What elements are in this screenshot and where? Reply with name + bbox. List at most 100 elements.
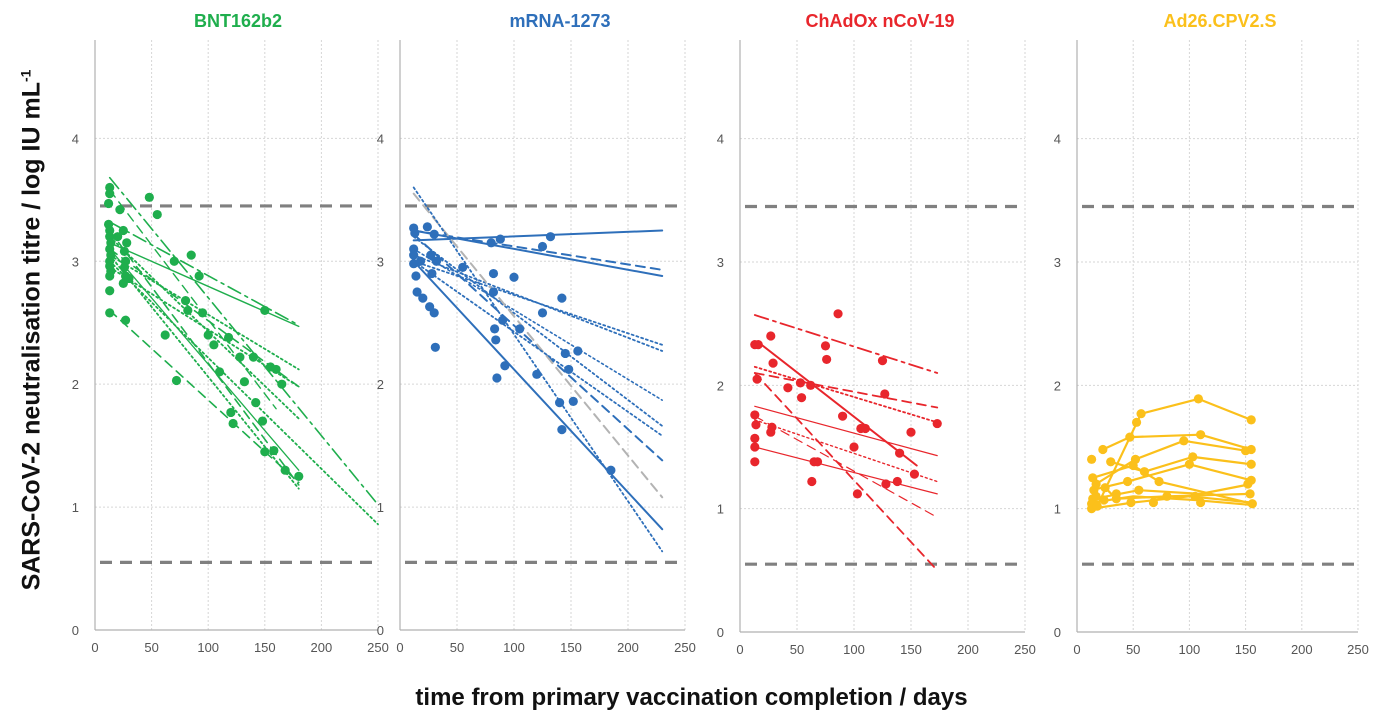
data-point xyxy=(492,373,502,383)
y-tick-label: 2 xyxy=(377,377,384,392)
data-point xyxy=(1247,499,1257,509)
data-point xyxy=(409,250,419,260)
y-tick-label: 3 xyxy=(717,255,724,270)
data-point xyxy=(458,262,468,272)
data-point xyxy=(115,205,125,215)
data-point xyxy=(144,192,154,202)
data-point xyxy=(118,225,128,236)
data-point xyxy=(427,268,437,279)
x-tick-label: 0 xyxy=(736,642,743,657)
series-line xyxy=(108,221,300,326)
data-point xyxy=(105,286,115,296)
y-tick-label: 1 xyxy=(717,502,724,517)
x-tick-label: 50 xyxy=(1126,642,1140,657)
data-point xyxy=(120,315,131,325)
y-tick-label: 1 xyxy=(377,500,384,515)
series-line xyxy=(412,260,664,531)
series-line xyxy=(108,260,379,526)
data-point xyxy=(169,256,179,266)
series-line xyxy=(109,189,277,410)
y-tick-label: 3 xyxy=(377,254,384,269)
data-point xyxy=(606,465,616,475)
x-tick-label: 200 xyxy=(957,642,979,657)
x-tick-label: 150 xyxy=(254,640,276,655)
x-tick-label: 50 xyxy=(144,640,158,655)
data-point xyxy=(532,369,542,379)
data-point xyxy=(860,423,871,434)
x-tick-label: 200 xyxy=(1291,642,1313,657)
data-point xyxy=(500,361,510,371)
data-point xyxy=(852,489,863,499)
data-point xyxy=(822,354,832,365)
data-point xyxy=(892,476,902,487)
panel-title: mRNA-1273 xyxy=(509,11,610,31)
data-point xyxy=(537,241,548,252)
series-line xyxy=(757,341,918,467)
data-point xyxy=(807,476,817,487)
x-tick-label: 0 xyxy=(91,640,98,655)
data-point xyxy=(752,374,762,384)
data-point xyxy=(152,209,162,220)
series-line xyxy=(412,248,664,401)
series-line xyxy=(108,176,379,506)
data-point xyxy=(1139,467,1150,477)
data-point xyxy=(1148,497,1159,508)
data-point xyxy=(820,341,831,351)
series-line xyxy=(412,254,664,352)
data-point xyxy=(1092,501,1102,511)
data-point xyxy=(1190,491,1200,501)
data-point xyxy=(429,229,439,239)
data-point xyxy=(1091,491,1101,501)
data-point xyxy=(422,222,432,232)
x-tick-label: 100 xyxy=(503,640,525,655)
data-point xyxy=(751,420,761,430)
panel-title: BNT162b2 xyxy=(194,11,282,31)
series-line xyxy=(754,405,938,457)
data-point xyxy=(555,398,565,408)
data-point xyxy=(1184,459,1194,469)
data-point xyxy=(426,250,436,260)
series-line xyxy=(1104,486,1251,500)
x-axis-label: time from primary vaccination completion… xyxy=(415,684,968,711)
data-point xyxy=(194,271,204,281)
data-point xyxy=(849,442,859,452)
data-point xyxy=(932,418,942,429)
y-axis-label-main: SARS-CoV-2 neutralisation titre / log IU… xyxy=(17,82,46,591)
data-point xyxy=(498,315,508,325)
data-point xyxy=(103,198,114,209)
data-point xyxy=(431,256,442,266)
x-tick-label: 50 xyxy=(450,640,464,655)
x-tick-label: 0 xyxy=(1073,642,1080,657)
data-point xyxy=(1098,444,1108,455)
series-line xyxy=(754,446,938,495)
data-point xyxy=(214,367,225,377)
data-point xyxy=(271,364,281,375)
data-point xyxy=(1130,454,1141,464)
data-point xyxy=(906,427,916,437)
data-point xyxy=(223,332,234,343)
data-point xyxy=(257,416,268,426)
data-point xyxy=(880,389,890,399)
data-point xyxy=(1136,409,1146,419)
data-point xyxy=(490,324,500,334)
panel-title: ChAdOx nCoV-19 xyxy=(805,11,954,31)
data-point xyxy=(766,427,776,437)
data-point xyxy=(410,228,420,238)
data-point xyxy=(1111,489,1121,499)
y-tick-label: 2 xyxy=(1054,378,1061,393)
data-point xyxy=(557,425,567,435)
x-tick-label: 150 xyxy=(1235,642,1257,657)
y-tick-label: 4 xyxy=(1054,132,1061,147)
series-line xyxy=(412,186,664,553)
series-line xyxy=(753,365,939,424)
y-axis-label: SARS-CoV-2 neutralisation titre / log IU… xyxy=(17,70,46,591)
data-point xyxy=(1196,497,1206,508)
data-point xyxy=(277,379,287,389)
y-tick-label: 2 xyxy=(72,377,79,392)
data-point xyxy=(1246,475,1256,485)
data-point xyxy=(488,287,499,297)
data-point xyxy=(1099,495,1109,505)
y-tick-label: 4 xyxy=(72,131,79,146)
series-line xyxy=(1091,495,1252,510)
